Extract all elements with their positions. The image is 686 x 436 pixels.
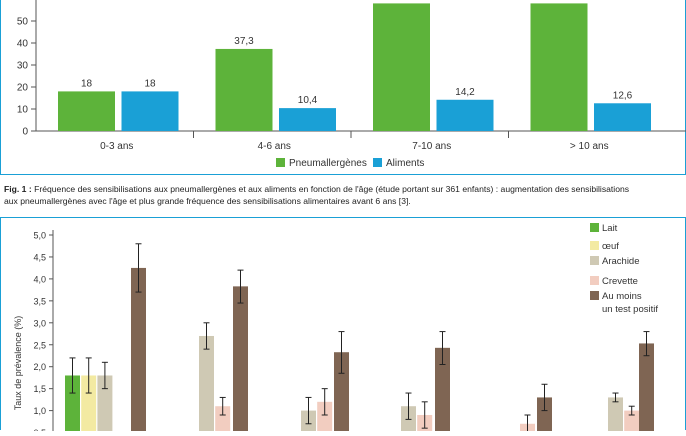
- x-tick-label: 4-6 ans: [258, 141, 291, 152]
- x-tick-label: > 10 ans: [570, 141, 609, 152]
- legend-label: œuf: [602, 241, 619, 252]
- legend-swatch: [276, 158, 285, 167]
- bar-œuf: [81, 375, 97, 431]
- chart-panel-top: 0 10 20 30 40 50 0-3 ans 18 18 4-6 ans 37,3 10,4 7-1…: [0, 0, 686, 175]
- bar-au-moins-un-test-positif: [334, 352, 349, 431]
- y-tick-label: 4,0: [33, 274, 46, 284]
- legend-swatch: [590, 256, 599, 265]
- y-axis-label: Taux de prévalence (%): [13, 316, 23, 411]
- bar-arachide: [97, 375, 113, 431]
- bar-pneumallergenes: [373, 3, 430, 131]
- legend-label: Aliments: [386, 158, 424, 169]
- y-tick-label: 2,5: [33, 340, 46, 350]
- bar-crevette: [317, 401, 333, 431]
- legend-swatch: [590, 223, 599, 232]
- chart-panel-bottom: Taux de prévalence (%)0,51,01,52,02,53,0…: [0, 217, 686, 436]
- y-tick-label: 4,5: [33, 252, 46, 262]
- y-tick-label: 10: [17, 105, 29, 116]
- data-label: 18: [144, 78, 156, 89]
- bar-au-moins-un-test-positif: [537, 397, 552, 431]
- data-label: 10,4: [298, 95, 318, 106]
- y-tick-label: 40: [17, 39, 29, 50]
- prevalence-chart: Taux de prévalence (%)0,51,01,52,02,53,0…: [13, 223, 658, 436]
- bar-au-moins-un-test-positif: [639, 343, 654, 431]
- y-tick-label: 0: [22, 127, 28, 138]
- y-tick-label: 5,0: [33, 231, 46, 241]
- y-tick-label: 3,5: [33, 296, 46, 306]
- y-tick-label: 30: [17, 61, 29, 72]
- data-label: 37,3: [234, 36, 254, 47]
- bar-arachide: [199, 335, 214, 431]
- bar-pneumallergenes: [215, 48, 273, 131]
- bar-aliments: [279, 108, 336, 131]
- legend-label: Pneumallergènes: [289, 158, 367, 169]
- y-tick-label: 3,0: [33, 318, 46, 328]
- legend-swatch: [590, 291, 599, 300]
- bar-aliments: [436, 99, 494, 131]
- caption-line-1: Fréquence des sensibilisations aux pneum…: [34, 184, 630, 194]
- legend-swatch: [590, 241, 599, 250]
- age-sensitization-chart: 0 10 20 30 40 50 0-3 ans 18 18 4-6 ans 37,3 10,4 7-1…: [17, 0, 686, 169]
- y-tick-label: 20: [17, 83, 29, 94]
- bar-au-moins-un-test-positif: [435, 347, 450, 431]
- x-tick-label: 0-3 ans: [100, 141, 133, 152]
- bar-aliments: [121, 91, 179, 131]
- data-label: 12,6: [613, 90, 633, 101]
- legend-label: Au moins: [602, 291, 642, 302]
- y-tick-label: 2,0: [33, 362, 46, 372]
- bar-pneumallergenes: [530, 3, 588, 131]
- bar-lait: [65, 375, 80, 431]
- data-label: 14,2: [455, 87, 475, 98]
- y-tick-label: 1,5: [33, 384, 46, 394]
- bar-crevette: [215, 406, 231, 431]
- data-label: 18: [81, 78, 93, 89]
- legend-label: Arachide: [602, 256, 640, 267]
- y-tick-label: 50: [17, 17, 29, 28]
- legend-swatch: [590, 276, 599, 285]
- caption-line-2: aux pneumallergènes avec l'âge et plus g…: [4, 196, 411, 206]
- legend-label: Lait: [602, 223, 618, 234]
- bar-au-moins-un-test-positif: [131, 267, 146, 431]
- legend-label: Crevette: [602, 276, 638, 287]
- bar-crevette: [624, 410, 640, 431]
- legend-swatch: [373, 158, 382, 167]
- bar-au-moins-un-test-positif: [233, 286, 248, 431]
- x-tick-label: 7-10 ans: [412, 141, 451, 152]
- bar-arachide: [608, 397, 623, 431]
- caption-fig-label: Fig. 1 :: [4, 184, 32, 194]
- y-tick-label: 1,0: [33, 406, 46, 416]
- bar-aliments: [594, 103, 651, 131]
- figure-caption: Fig. 1 : Fréquence des sensibilisations …: [4, 183, 684, 207]
- bar-pneumallergenes: [58, 91, 115, 131]
- legend-label: un test positif: [602, 304, 658, 315]
